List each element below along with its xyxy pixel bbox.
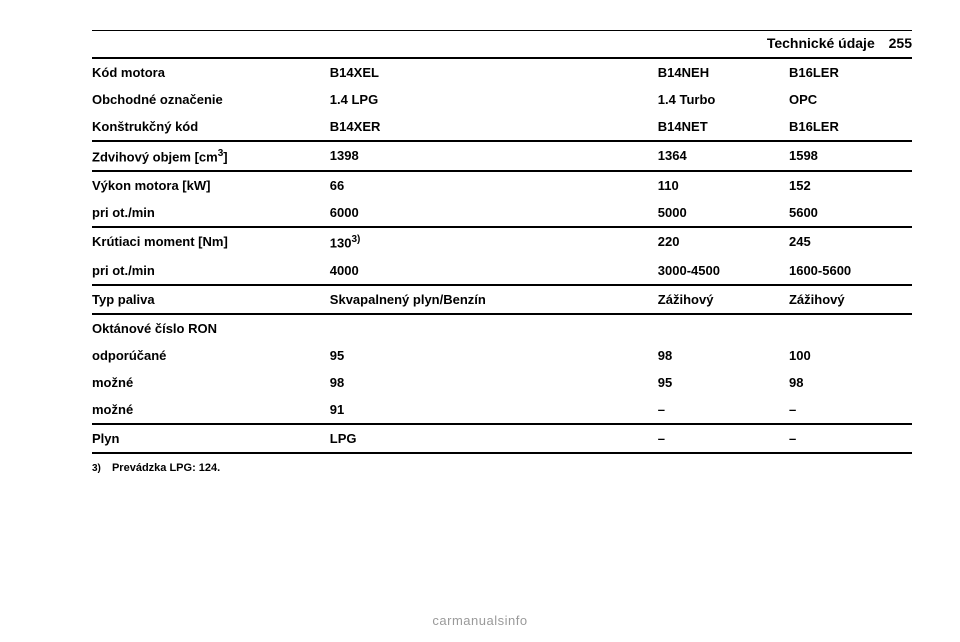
table-cell: 1598 [789, 141, 912, 171]
table-row: pri ot./min40003000-45001600-5600 [92, 257, 912, 285]
table-cell: B14NEH [658, 59, 789, 86]
table-cell: Skvapalnený plyn/Benzín [330, 285, 658, 314]
table-row: možné989598 [92, 369, 912, 396]
table-cell: OPC [789, 86, 912, 113]
table-cell: 1.4 Turbo [658, 86, 789, 113]
section-title: Technické údaje [767, 35, 875, 51]
table-cell: Oktánové číslo RON [92, 314, 330, 342]
table-row: Obchodné označenie1.4 LPG1.4 TurboOPC [92, 86, 912, 113]
table-cell: 100 [789, 342, 912, 369]
table-cell: možné [92, 369, 330, 396]
table-cell: Plyn [92, 424, 330, 453]
table-cell: B14NET [658, 113, 789, 141]
table-row: PlynLPG–– [92, 424, 912, 453]
table-cell: 1.4 LPG [330, 86, 658, 113]
footnote-text: Prevádzka LPG: 124. [112, 462, 220, 474]
table-row: možné91–– [92, 396, 912, 424]
table-row: pri ot./min600050005600 [92, 199, 912, 227]
table-cell: 1303) [330, 227, 658, 256]
table-cell: odporúčané [92, 342, 330, 369]
table-cell: Zážihový [789, 285, 912, 314]
table-cell: 1398 [330, 141, 658, 171]
table-cell: Výkon motora [kW] [92, 171, 330, 199]
table-cell: 6000 [330, 199, 658, 227]
table-cell: 1364 [658, 141, 789, 171]
top-rule [92, 30, 912, 31]
table-cell: Krútiaci moment [Nm] [92, 227, 330, 256]
table-cell: pri ot./min [92, 257, 330, 285]
table-cell: Zážihový [658, 285, 789, 314]
table-cell: B14XER [330, 113, 658, 141]
table-cell: 3000-4500 [658, 257, 789, 285]
table-cell: LPG [330, 424, 658, 453]
table-cell: 98 [789, 369, 912, 396]
footnote-marker: 3) [92, 463, 101, 474]
table-cell: pri ot./min [92, 199, 330, 227]
page-header: Technické údaje 255 [92, 35, 912, 59]
table-cell: Kód motora [92, 59, 330, 86]
page-number: 255 [889, 35, 912, 51]
table-cell: B16LER [789, 59, 912, 86]
spec-table: Kód motoraB14XELB14NEHB16LERObchodné ozn… [92, 59, 912, 454]
table-cell [658, 314, 789, 342]
table-cell: B14XEL [330, 59, 658, 86]
table-cell: 98 [330, 369, 658, 396]
table-row: Krútiaci moment [Nm]1303)220245 [92, 227, 912, 256]
table-cell: – [789, 424, 912, 453]
footnote: 3) Prevádzka LPG: 124. [92, 462, 912, 474]
table-cell: 98 [658, 342, 789, 369]
table-cell: Obchodné označenie [92, 86, 330, 113]
table-row: Typ palivaSkvapalnený plyn/BenzínZážihov… [92, 285, 912, 314]
table-cell: 220 [658, 227, 789, 256]
table-cell: Konštrukčný kód [92, 113, 330, 141]
table-cell [789, 314, 912, 342]
table-cell: možné [92, 396, 330, 424]
watermark-footer: carmanualsinfo [0, 613, 960, 628]
table-row: Zdvihový objem [cm3]139813641598 [92, 141, 912, 171]
table-cell: – [789, 396, 912, 424]
table-cell: 245 [789, 227, 912, 256]
table-cell: 4000 [330, 257, 658, 285]
page-content: Technické údaje 255 Kód motoraB14XELB14N… [0, 0, 960, 474]
table-row: Konštrukčný kódB14XERB14NETB16LER [92, 113, 912, 141]
table-cell: 110 [658, 171, 789, 199]
table-row: Kód motoraB14XELB14NEHB16LER [92, 59, 912, 86]
table-cell [330, 314, 658, 342]
table-row: Oktánové číslo RON [92, 314, 912, 342]
table-row: Výkon motora [kW]66110152 [92, 171, 912, 199]
table-cell: Zdvihový objem [cm3] [92, 141, 330, 171]
table-cell: B16LER [789, 113, 912, 141]
table-row: odporúčané9598100 [92, 342, 912, 369]
table-cell: Typ paliva [92, 285, 330, 314]
table-cell: – [658, 396, 789, 424]
table-cell: 95 [658, 369, 789, 396]
table-cell: 5600 [789, 199, 912, 227]
table-cell: 91 [330, 396, 658, 424]
table-cell: 5000 [658, 199, 789, 227]
table-cell: 95 [330, 342, 658, 369]
table-cell: 1600-5600 [789, 257, 912, 285]
table-cell: – [658, 424, 789, 453]
table-cell: 152 [789, 171, 912, 199]
table-cell: 66 [330, 171, 658, 199]
